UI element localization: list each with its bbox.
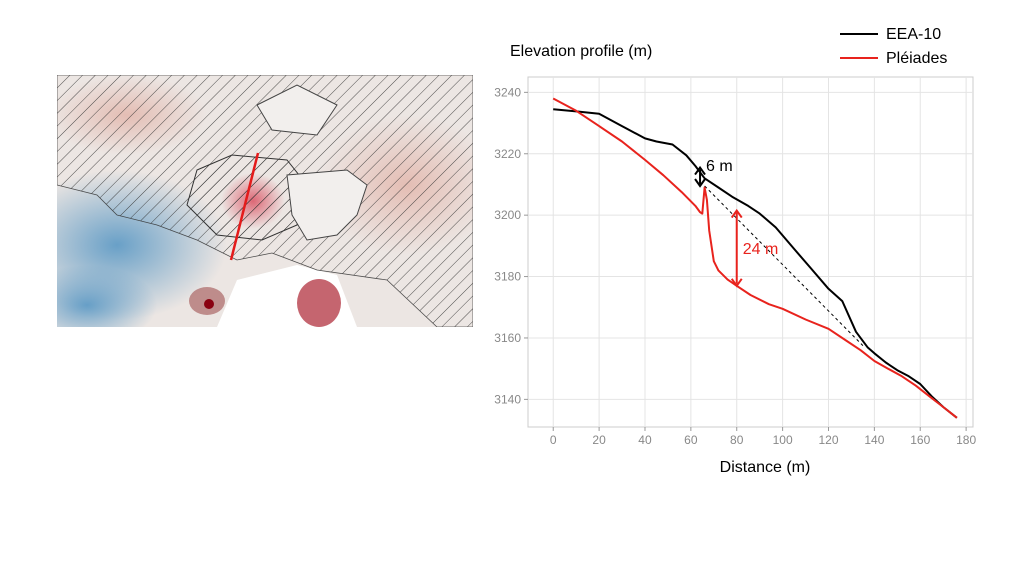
x-tick-label: 40: [638, 433, 652, 447]
y-tick-label: 3140: [494, 392, 521, 406]
legend-label-pleiades: Pléiades: [886, 50, 947, 67]
annotation-6m-arrowhead-top: [694, 165, 706, 176]
plot-area: 0 20 40 60 80 100 120 140 160 180 3140 3160 3180 3200…: [494, 76, 976, 447]
y-tick-label: 3240: [494, 85, 521, 99]
map-dark-spot: [204, 299, 214, 309]
map-dark-red-region: [297, 279, 341, 327]
annotation-24m-arrowhead-top: [730, 208, 743, 219]
reference-dashed-line: [704, 185, 864, 346]
y-tick-label: 3220: [494, 147, 521, 161]
legend-label-eea10: EEA-10: [886, 26, 941, 43]
annotation-6m-arrowhead-bottom: [694, 178, 706, 188]
y-tick-label: 3200: [494, 208, 521, 222]
chart-title: Elevation profile (m): [510, 43, 652, 60]
x-tick-label: 100: [773, 433, 793, 447]
map-profile-line: [229, 152, 260, 261]
x-axis-title: Distance (m): [720, 459, 811, 476]
y-tick-label: 3160: [494, 331, 521, 345]
x-tick-label: 0: [550, 433, 557, 447]
x-tick-label: 160: [910, 433, 930, 447]
plot-frame: [527, 76, 974, 428]
series-line-eea10: [553, 108, 958, 419]
series-line-pleiades: [552, 97, 958, 419]
x-tick-label: 20: [592, 433, 606, 447]
annotation-6m-label: 6 m: [706, 158, 733, 175]
x-tick-label: 140: [864, 433, 884, 447]
legend: EEA-10 Pléiades: [840, 26, 947, 67]
x-tick-label: 180: [956, 433, 976, 447]
x-tick-label: 120: [818, 433, 838, 447]
x-tick-label: 60: [684, 433, 698, 447]
map-unhatched-patch: [256, 84, 338, 136]
y-tick-label: 3180: [494, 270, 521, 284]
map-inset: [57, 75, 473, 327]
x-tick-label: 80: [730, 433, 744, 447]
annotation-24m-label: 24 m: [743, 241, 779, 258]
annotation-24m-arrowhead-bottom: [730, 278, 743, 288]
map-blue-region: [57, 265, 157, 327]
map-unhatched-patch: [286, 169, 368, 241]
